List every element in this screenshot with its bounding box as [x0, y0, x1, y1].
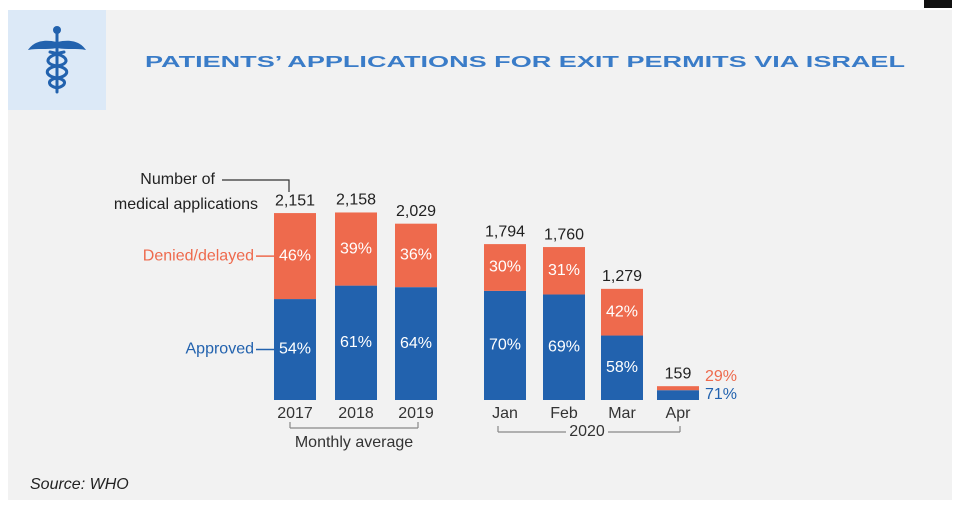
total-label: 2,029: [396, 203, 436, 220]
bar-segment: [484, 290, 526, 400]
total-label: 159: [665, 365, 692, 382]
caduceus-icon: [28, 26, 86, 94]
bar-segment: [274, 213, 316, 300]
panel: [8, 10, 952, 500]
x-tick-label: 2017: [277, 405, 313, 422]
group-label: 2020: [569, 423, 605, 440]
total-label: 1,794: [485, 223, 525, 240]
value-label: 36%: [400, 247, 432, 264]
legend-label: Denied/delayed: [143, 247, 254, 264]
chart-title: PATIENTS’ APPLICATIONS FOR EXIT PERMITS …: [145, 54, 905, 71]
x-tick-label: Jan: [492, 405, 518, 422]
value-label: 54%: [279, 341, 311, 358]
value-label: 30%: [489, 259, 521, 276]
value-label: 42%: [606, 303, 638, 320]
value-label: 29%: [705, 368, 737, 385]
value-label: 46%: [279, 247, 311, 264]
legend-label: Approved: [186, 341, 255, 358]
leader-line: [222, 179, 290, 192]
value-label: 70%: [489, 337, 521, 354]
totals-caption: medical applications: [114, 196, 258, 213]
totals-caption: Number of: [140, 171, 215, 188]
x-tick-label: Apr: [666, 405, 692, 422]
value-label: 71%: [705, 386, 737, 403]
bar-segment: [335, 212, 377, 286]
total-label: 2,151: [275, 192, 315, 209]
total-label: 1,760: [544, 226, 584, 243]
x-tick-label: 2018: [338, 405, 374, 422]
x-tick-label: 2019: [398, 405, 434, 422]
group-label: Monthly average: [295, 434, 413, 451]
value-label: 39%: [340, 240, 372, 257]
bar-segment: [543, 247, 585, 295]
value-label: 69%: [548, 338, 580, 355]
bar-segment: [657, 390, 699, 400]
value-label: 31%: [548, 262, 580, 279]
bar-segment: [543, 294, 585, 400]
x-tick-label: Mar: [608, 405, 636, 422]
bar-segment: [395, 287, 437, 400]
bar-segment: [274, 299, 316, 400]
corner-block: [924, 0, 952, 8]
bar-segment: [335, 285, 377, 400]
value-label: 58%: [606, 359, 638, 376]
bar-segment: [657, 386, 699, 391]
source: Source: WHO: [30, 476, 129, 493]
group-label-bg: [566, 424, 608, 440]
value-label: 61%: [340, 334, 372, 351]
bar-segment: [484, 244, 526, 291]
value-label: 64%: [400, 335, 432, 352]
bar-segment: [601, 288, 643, 336]
bar-segment: [395, 223, 437, 288]
x-tick-label: Feb: [550, 405, 578, 422]
total-label: 1,279: [602, 268, 642, 285]
bar-segment: [601, 335, 643, 400]
total-label: 2,158: [336, 192, 376, 209]
